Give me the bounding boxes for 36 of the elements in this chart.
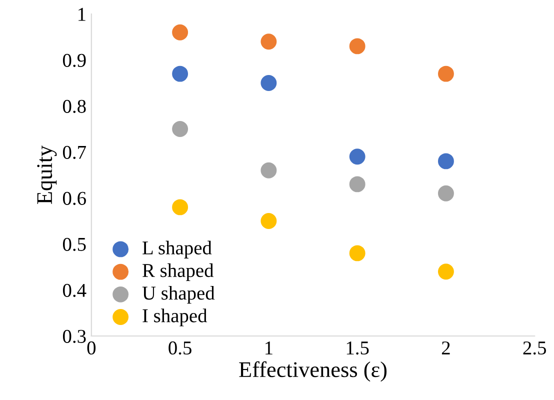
legend-label: L shaped (142, 240, 212, 258)
point (260, 75, 277, 91)
y-tick-label: 0.7 (62, 146, 86, 160)
y-tick-label: 1 (78, 8, 86, 21)
y-tick-label: 0.8 (62, 100, 86, 114)
x-tick-label: 2 (442, 341, 450, 354)
point (438, 153, 454, 170)
point (349, 148, 366, 165)
legend-label: U shaped (142, 286, 215, 304)
point (349, 38, 366, 54)
x-tick-label: 2.5 (523, 341, 546, 355)
x-tick-label: 0 (87, 341, 96, 355)
point (172, 199, 188, 216)
x-tick-label: 0.5 (168, 341, 192, 355)
x-tick-label: 1 (266, 342, 272, 354)
point (260, 34, 277, 50)
point (260, 213, 277, 229)
y-tick-label: 0.3 (62, 330, 86, 344)
y-tick-label: 0.6 (62, 192, 86, 206)
point (172, 24, 188, 40)
point (349, 245, 366, 262)
point (438, 185, 454, 202)
y-tick-label: 0.9 (62, 54, 86, 68)
x-tick-label: 1.5 (346, 342, 369, 355)
point (172, 121, 188, 137)
y-tick-label: 0.5 (62, 238, 86, 252)
legend-label: R shaped (142, 263, 214, 282)
y-tick-label: 0.4 (62, 284, 86, 298)
point (172, 66, 188, 82)
point (260, 162, 277, 178)
x-axis-title: Effectiveness (ε) (239, 361, 387, 382)
point (438, 66, 454, 82)
point (349, 176, 366, 192)
legend-label: I shaped (142, 308, 208, 326)
point (438, 264, 454, 280)
y-axis-title: Equity (37, 145, 57, 204)
